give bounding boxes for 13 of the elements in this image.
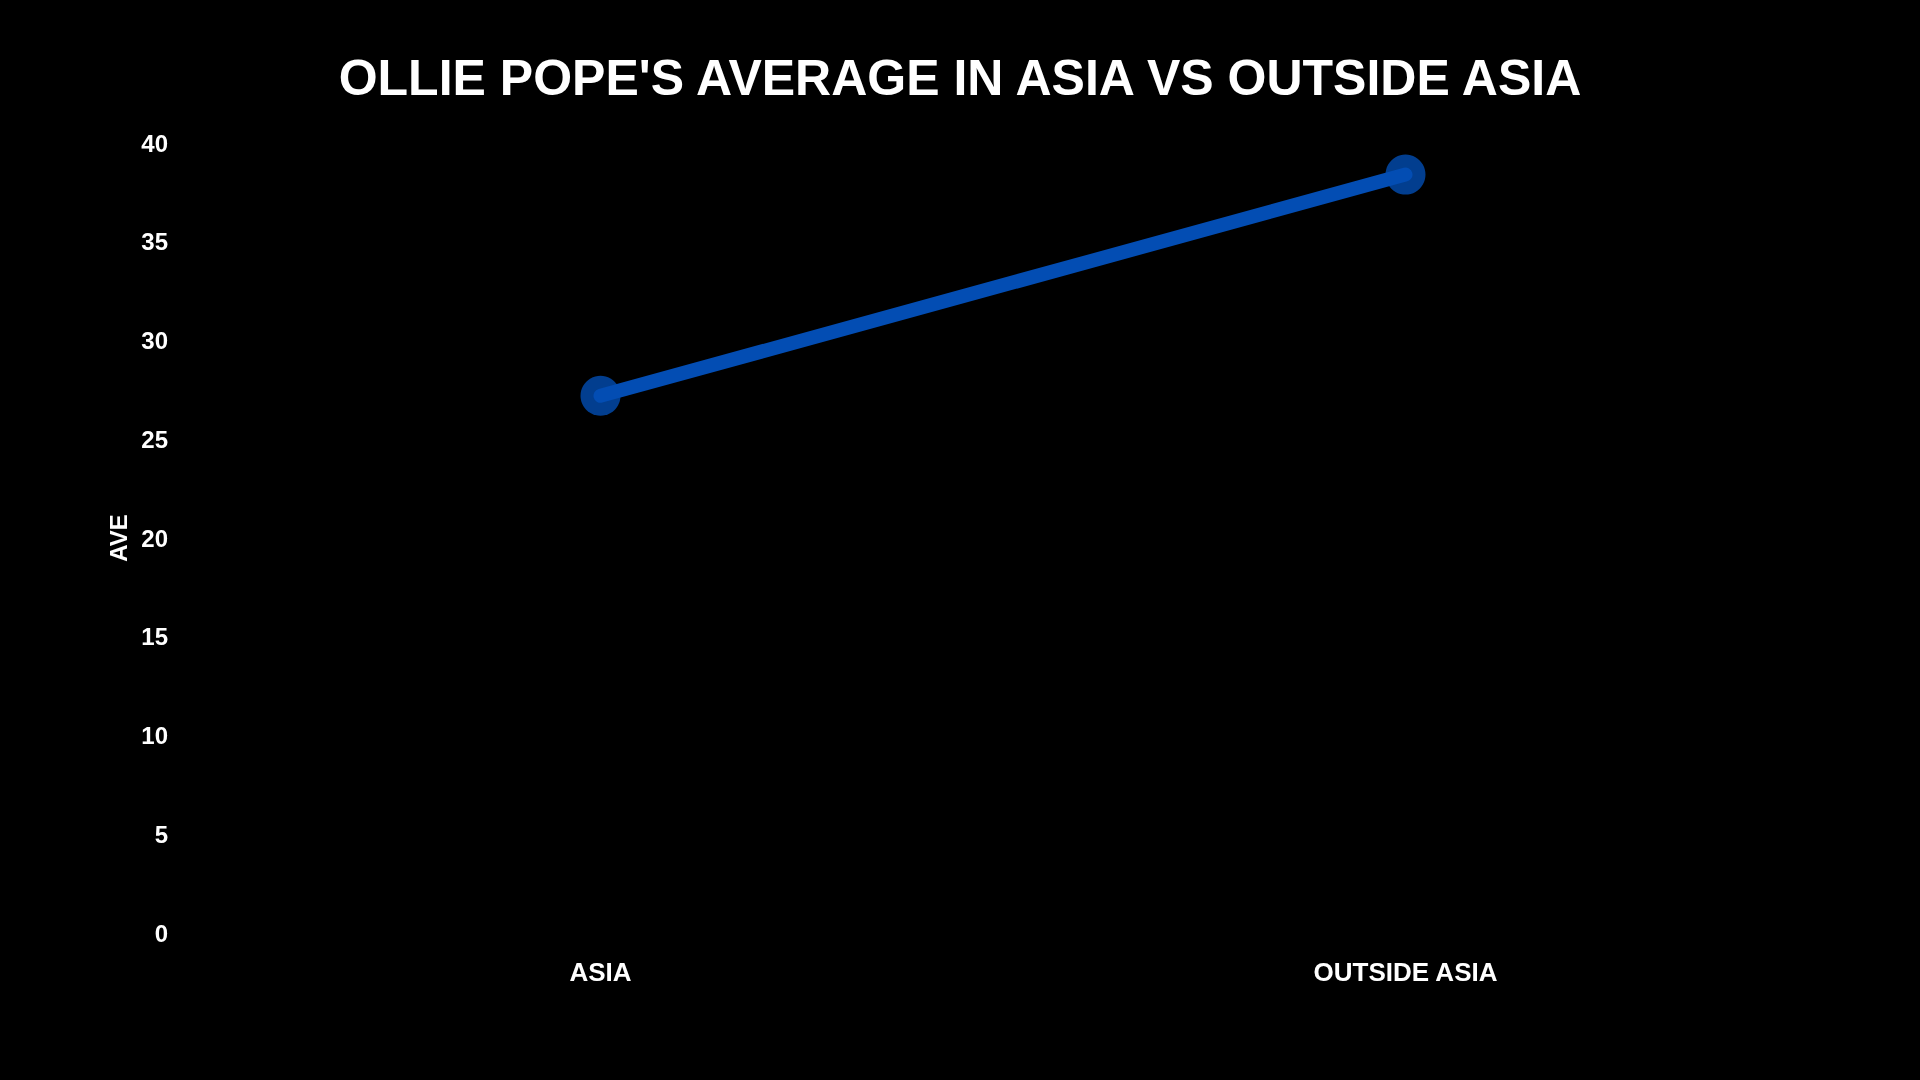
chart-title: OLLIE POPE'S AVERAGE IN ASIA VS OUTSIDE ASIA xyxy=(338,50,1582,106)
y-tick-label: 0 xyxy=(154,919,168,947)
y-tick-label: 20 xyxy=(141,524,168,552)
y-tick-label: 15 xyxy=(141,623,168,651)
y-axis-title: AVE xyxy=(104,514,132,562)
y-tick-label: 40 xyxy=(141,129,168,157)
y-tick-label: 35 xyxy=(141,228,168,256)
x-tick-label: OUTSIDE ASIA xyxy=(1313,957,1498,987)
y-tick-label: 25 xyxy=(141,425,168,453)
y-tick-label: 5 xyxy=(154,820,168,848)
y-tick-label: 30 xyxy=(141,327,168,354)
y-tick-label: 10 xyxy=(141,722,168,749)
x-tick-label: ASIA xyxy=(569,957,632,987)
